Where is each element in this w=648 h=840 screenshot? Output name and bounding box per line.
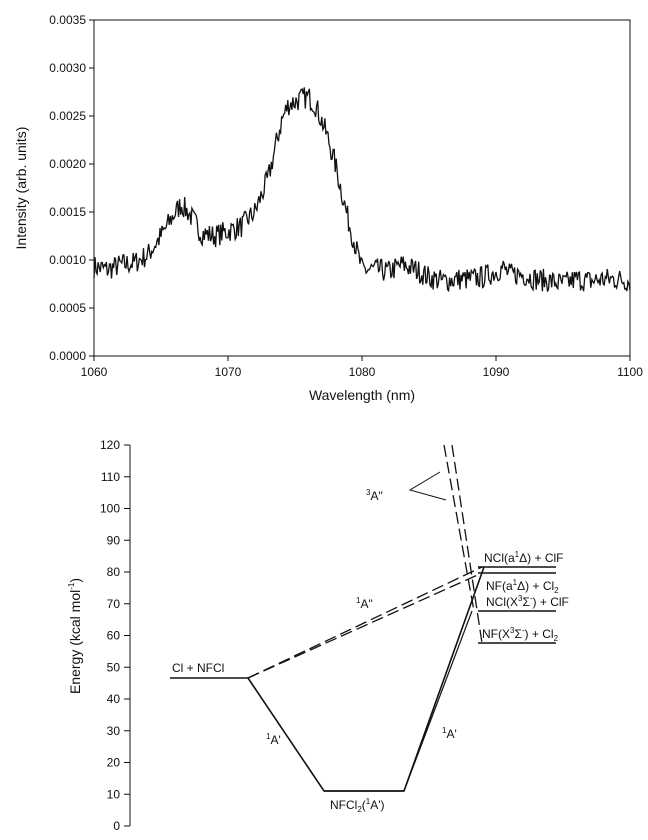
energy-y-tick-label: 60 (107, 629, 121, 643)
energy-y-tick-label: 110 (101, 470, 120, 484)
spectrum-y-tick-label: 0.0025 (49, 109, 86, 123)
singlet-a2prime-surface-1 (247, 566, 483, 679)
energy-y-tick-label: 40 (107, 692, 121, 706)
intermediate-label: NFCl2(1A') (330, 797, 385, 814)
triplet-surface-label: 3A" (366, 488, 383, 503)
energy-y-tick-label: 30 (107, 724, 121, 738)
spectrum-y-ticks: 0.0000 0.0005 0.0010 0.0015 0.0020 0.0025 0.00… (49, 13, 94, 363)
energy-y-tick-label: 10 (107, 787, 121, 801)
energy-y-tick-label: 120 (100, 438, 120, 452)
singlet-aprime-left-label: 1A' (266, 732, 281, 747)
energy-y-axis-title: Energy (kcal mol-1) (67, 578, 83, 694)
spectrum-chart: 0.0000 0.0005 0.0010 0.0015 0.0020 0.0025 0.00… (13, 13, 643, 403)
energy-y-ticks: 0 10 20 30 40 50 60 70 80 90 100 110 120 (100, 438, 130, 833)
product-ncl-x-label: NCl(X3Σ-) + ClF (486, 594, 569, 609)
triplet-label-pointer (408, 471, 447, 501)
spectrum-x-tick-label: 1070 (215, 365, 242, 379)
singlet-a2prime-surface-2 (247, 572, 483, 679)
energy-y-tick-label: 80 (107, 565, 121, 579)
spectrum-x-tick-label: 1090 (483, 365, 510, 379)
spectrum-y-axis-title: Intensity (arb. units) (13, 127, 29, 250)
energy-y-tick-label: 70 (107, 597, 121, 611)
spectrum-plot-frame (93, 19, 631, 357)
spectrum-y-tick-label: 0.0005 (49, 301, 86, 315)
energy-diagram: 0 10 20 30 40 50 60 70 80 90 100 110 120 Energy (kca… (67, 438, 569, 833)
energy-y-tick-label: 90 (107, 533, 121, 547)
spectrum-x-tick-label: 1080 (349, 365, 376, 379)
energy-y-tick-label: 100 (100, 502, 120, 516)
singlet-aprime-right-label: 1A' (442, 726, 457, 741)
spectrum-x-tick-label: 1100 (617, 365, 643, 379)
triplet-surface-1 (443, 444, 475, 612)
reactant-label: Cl + NFCl (172, 661, 224, 675)
product-nf-x-label: NF(X3Σ-) + Cl2 (482, 626, 559, 643)
energy-y-tick-label: 0 (113, 819, 120, 833)
spectrum-series-line (93, 87, 631, 293)
energy-y-tick-label: 20 (107, 756, 121, 770)
spectrum-y-tick-label: 0.0035 (49, 13, 86, 27)
product-nf-a-label: NF(a1Δ) + Cl2 (486, 578, 559, 595)
singlet-aprime-surface-2 (403, 610, 473, 792)
spectrum-x-tick-label: 1060 (81, 365, 108, 379)
product-ncl-a-label: NCl(a1Δ) + ClF (484, 550, 563, 565)
singlet-a2prime-label: 1A" (356, 596, 373, 611)
spectrum-y-tick-label: 0.0030 (49, 61, 86, 75)
energy-y-tick-label: 50 (107, 660, 121, 674)
spectrum-y-tick-label: 0.0015 (49, 205, 86, 219)
spectrum-y-tick-label: 0.0010 (49, 253, 86, 267)
singlet-aprime-surface (247, 566, 485, 792)
spectrum-y-tick-label: 0.0020 (49, 157, 86, 171)
spectrum-x-axis-title: Wavelength (nm) (309, 387, 415, 403)
spectrum-y-tick-label: 0.0000 (49, 349, 86, 363)
spectrum-x-ticks: 1060 1070 1080 1090 1100 (81, 356, 643, 379)
